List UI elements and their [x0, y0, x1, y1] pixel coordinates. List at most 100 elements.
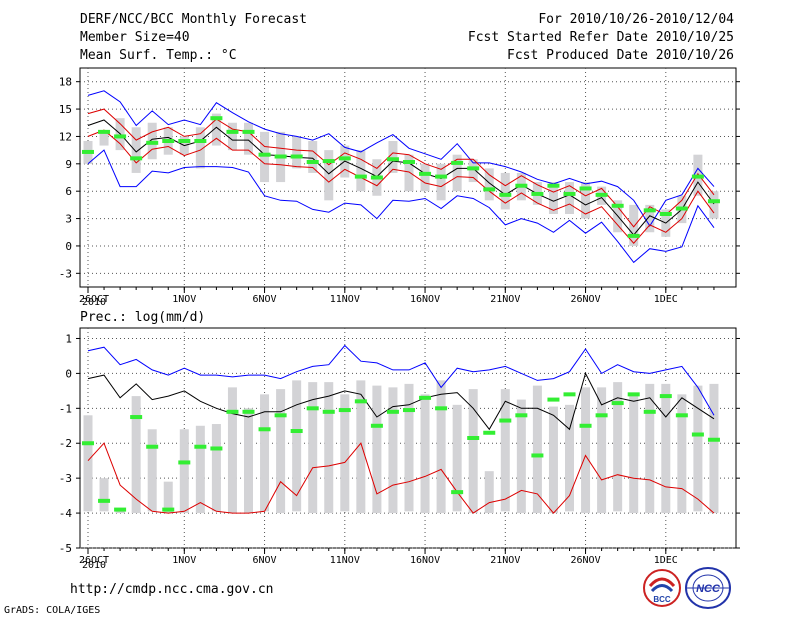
prec-observed-marker — [370, 423, 383, 428]
temp-observed-marker — [386, 157, 399, 162]
prec-x-tick-label: 26OCT — [79, 555, 109, 566]
temp-spread-box — [645, 204, 655, 233]
prec-x-tick-label: 26NOV — [570, 555, 600, 566]
temp-series-min — [87, 149, 715, 264]
prec-series-low-line — [87, 442, 715, 514]
prec-x-tick-label: 1DEC — [654, 555, 678, 566]
temp-spread-box — [404, 154, 414, 192]
temperature-lines — [87, 90, 715, 264]
temp-spread-box — [292, 136, 302, 169]
prec-spread-box — [324, 382, 334, 514]
prec-spread-box — [356, 380, 366, 514]
temp-observed-marker — [242, 129, 255, 134]
temp-observed-marker — [691, 174, 704, 179]
prec-y-tick-label: 0 — [65, 367, 72, 380]
temp-spread-box — [436, 163, 446, 201]
temperature-panel: -3 0 3 6 9 12 15 18 26OCT 1NOV 6NOV 11NOV 16NOV 21NO… — [59, 67, 740, 305]
prec-series-ensemble-mean — [87, 372, 715, 431]
prec-observed-marker — [515, 413, 528, 418]
precipitation-panel: -5 -4 -3 -2 -1 0 1 26OCT 1NOV 6NOV 11NOV 16NOV 21NO… — [59, 327, 740, 566]
temp-spread-box — [565, 182, 574, 214]
precipitation-lines — [87, 344, 715, 514]
precipitation-markers — [82, 392, 720, 512]
temp-spread-box — [548, 182, 558, 214]
temp-observed-marker — [643, 208, 656, 213]
temp-spread-box — [211, 113, 221, 146]
prec-observed-marker — [210, 446, 223, 451]
ncc-logo: NCC — [685, 567, 731, 609]
temp-y-tick-label: 0 — [65, 240, 72, 253]
prec-observed-marker — [130, 415, 143, 420]
temp-y-tick-label: 12 — [59, 130, 72, 143]
prec-spread-box — [516, 399, 526, 514]
temp-observed-marker — [531, 191, 544, 196]
prec-spread-box — [227, 387, 237, 514]
precipitation-y-ticks: -5 -4 -3 -2 -1 0 1 — [59, 332, 740, 555]
temp-observed-marker — [306, 159, 319, 164]
prec-series-max — [87, 344, 715, 416]
member-size: Member Size=40 — [80, 30, 190, 45]
prec-spread-box — [260, 394, 270, 512]
temp-observed-marker — [290, 154, 303, 159]
temp-x-tick-label: 26OCT — [79, 294, 109, 305]
prec-spread-box — [404, 383, 414, 512]
prec-observed-marker — [226, 409, 239, 414]
prec-observed-marker — [403, 408, 415, 413]
prec-spread-box — [388, 387, 398, 514]
temp-spread-box — [227, 122, 237, 151]
temp-spread-box — [260, 131, 270, 183]
precipitation-year-label: 2010 — [82, 560, 107, 571]
prec-observed-marker — [162, 507, 175, 512]
chart-title: DERF/NCC/BCC Monthly Forecast — [80, 12, 307, 27]
prec-observed-marker — [306, 406, 319, 411]
temp-observed-marker — [515, 183, 528, 188]
prec-observed-marker — [290, 429, 303, 434]
prec-observed-marker — [258, 427, 271, 432]
temp-spread-box — [484, 168, 494, 201]
temp-x-tick-label: 11NOV — [330, 294, 360, 305]
temp-observed-marker — [451, 160, 464, 165]
temp-y-tick-label: -3 — [59, 267, 72, 280]
precipitation-boxes — [83, 380, 719, 514]
prec-observed-marker — [691, 432, 704, 437]
prec-observed-marker — [178, 460, 191, 465]
temp-spread-box — [420, 163, 430, 192]
prec-observed-marker — [707, 437, 720, 442]
temp-observed-marker — [499, 192, 512, 197]
fcst-produced-date: Fcst Produced Date 2010/10/26 — [507, 48, 734, 63]
temp-x-tick-label: 1NOV — [172, 294, 196, 305]
prec-spread-box — [581, 387, 591, 514]
prec-spread-box — [645, 383, 655, 514]
prec-spread-box — [500, 389, 510, 512]
prec-spread-box — [693, 385, 703, 512]
prec-spread-box — [244, 408, 253, 514]
prec-observed-marker — [659, 394, 672, 399]
temp-spread-box — [709, 191, 719, 219]
temp-spread-box — [581, 182, 591, 219]
prec-spread-box — [468, 389, 478, 514]
temp-observed-marker — [178, 139, 191, 143]
temp-observed-marker — [707, 199, 720, 204]
prec-observed-marker — [611, 401, 624, 406]
prec-spread-box — [484, 471, 494, 514]
temp-series-mean-minus-sd — [87, 129, 715, 244]
temp-x-tick-label: 21NOV — [490, 294, 520, 305]
prec-spread-box — [99, 478, 109, 512]
prec-y-tick-label: -2 — [59, 437, 72, 450]
temp-observed-marker — [194, 139, 207, 143]
temp-spread-box — [324, 150, 334, 201]
prec-x-tick-label: 11NOV — [330, 555, 360, 566]
prec-spread-box — [211, 424, 221, 512]
prec-observed-marker — [547, 397, 560, 402]
temp-spread-box — [629, 204, 639, 246]
prec-x-tick-label: 6NOV — [253, 555, 277, 566]
prec-observed-marker — [386, 409, 399, 414]
temp-observed-marker — [146, 140, 159, 145]
grads-credit: GrADS: COLA/IGES — [4, 605, 101, 616]
source-url[interactable]: http://cmdp.ncc.cma.gov.cn — [70, 582, 274, 597]
prec-y-tick-label: -1 — [59, 402, 72, 415]
temp-series-ensemble-mean — [87, 119, 715, 236]
prec-spread-box — [179, 429, 189, 514]
temperature-x-ticks: 26OCT 1NOV 6NOV 11NOV 16NOV 21NOV 26NOV 1DEC — [79, 287, 715, 305]
